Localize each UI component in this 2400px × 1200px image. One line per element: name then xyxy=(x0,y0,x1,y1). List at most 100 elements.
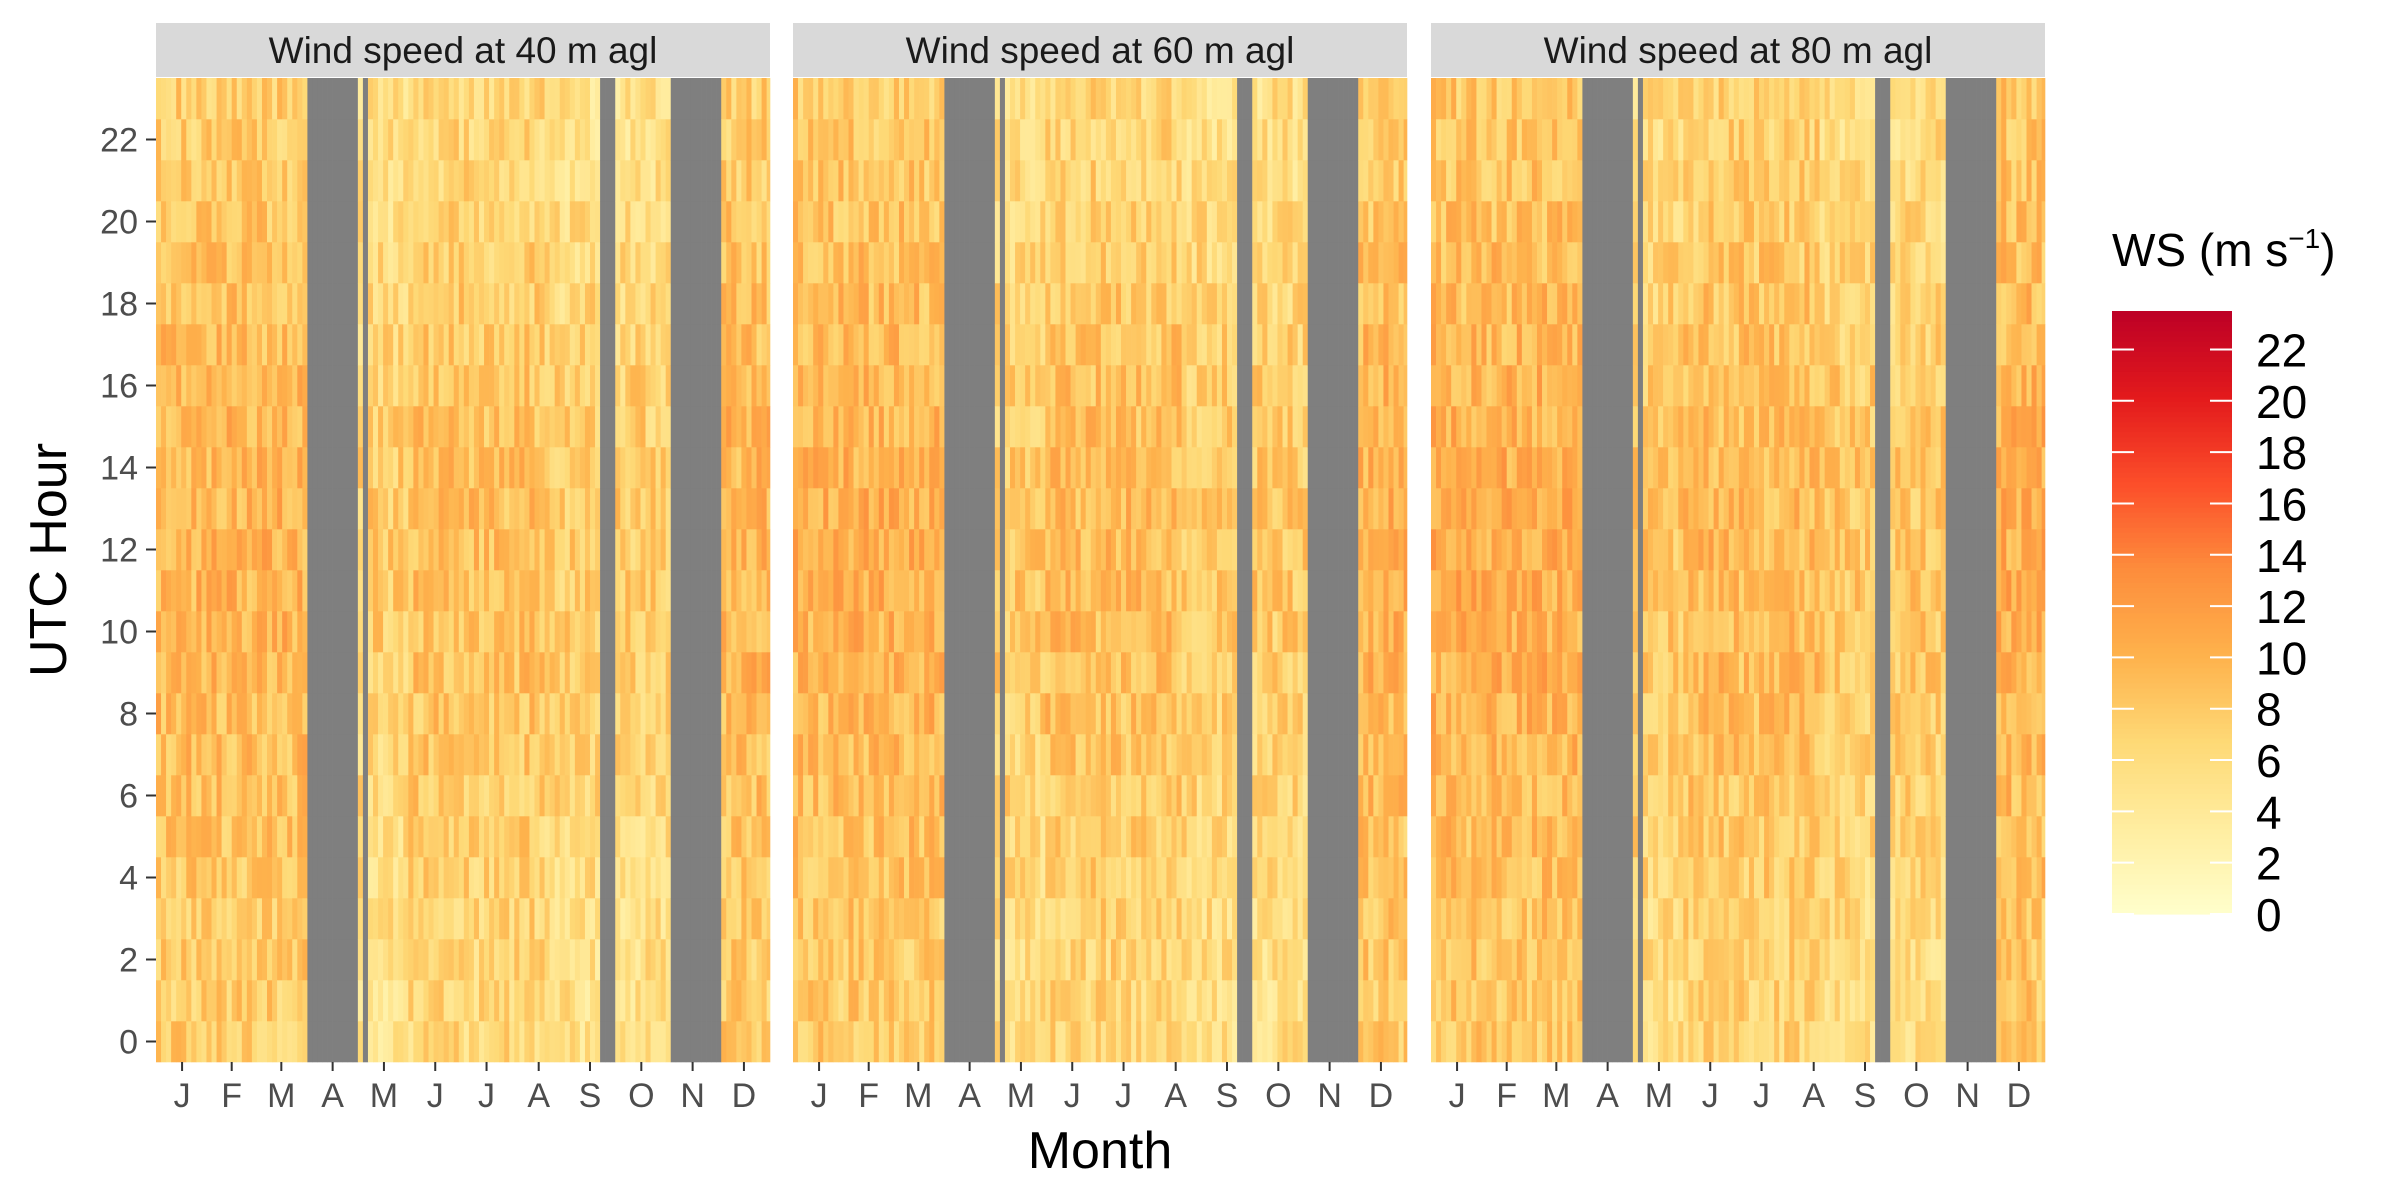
heatmap-cell xyxy=(818,119,824,161)
heatmap-cell xyxy=(373,775,379,817)
heatmap-cell xyxy=(574,857,581,899)
heatmap-cell xyxy=(221,1021,227,1063)
heatmap-cell xyxy=(818,529,824,571)
heatmap-cell xyxy=(1171,488,1177,530)
heatmap-cell xyxy=(272,201,278,243)
heatmap-cell xyxy=(282,693,288,735)
heatmap-cell xyxy=(853,160,859,202)
heatmap-cell xyxy=(1004,1021,1011,1063)
heatmap-cell xyxy=(858,160,864,202)
heatmap-cell xyxy=(645,488,651,530)
heatmap-cell xyxy=(216,570,222,612)
heatmap-cell xyxy=(327,816,333,858)
heatmap-cell xyxy=(650,201,656,243)
heatmap-cell xyxy=(746,119,752,161)
heatmap-cell xyxy=(736,283,742,325)
heatmap-cell xyxy=(615,939,621,981)
heatmap-cell xyxy=(736,324,742,366)
heatmap-cell xyxy=(761,283,767,325)
heatmap-cell xyxy=(413,1021,419,1063)
heatmap-cell xyxy=(1080,898,1086,940)
heatmap-cell xyxy=(388,365,394,407)
heatmap-cell xyxy=(297,816,303,858)
heatmap-cell xyxy=(1065,406,1071,448)
heatmap-cell xyxy=(793,78,799,120)
heatmap-cell xyxy=(858,365,864,407)
heatmap-cell xyxy=(534,816,540,858)
heatmap-cell xyxy=(1020,365,1026,407)
heatmap-cell xyxy=(620,980,626,1022)
heatmap-cell xyxy=(579,980,586,1022)
heatmap-cell xyxy=(473,980,480,1022)
heatmap-cell xyxy=(731,119,737,161)
heatmap-cell xyxy=(680,119,687,161)
heatmap-cell xyxy=(226,529,232,571)
heatmap-cell xyxy=(954,898,960,940)
heatmap-cell xyxy=(307,529,313,571)
heatmap-cell xyxy=(690,529,697,571)
heatmap-cell xyxy=(888,324,895,366)
heatmap-cell xyxy=(484,406,490,448)
heatmap-cell xyxy=(499,529,505,571)
heatmap-cell xyxy=(191,611,197,653)
heatmap-cell xyxy=(1201,1021,1208,1063)
heatmap-cell xyxy=(408,201,414,243)
heatmap-cell xyxy=(610,529,616,571)
heatmap-cell xyxy=(251,78,258,120)
heatmap-cell xyxy=(969,693,975,735)
heatmap-cell xyxy=(201,816,207,858)
heatmap-cell xyxy=(191,775,197,817)
heatmap-cell xyxy=(685,980,692,1022)
heatmap-cell xyxy=(984,160,991,202)
heatmap-cell xyxy=(690,775,697,817)
heatmap-cell xyxy=(605,939,611,981)
heatmap-cell xyxy=(690,1021,697,1063)
heatmap-cell xyxy=(818,775,824,817)
heatmap-cell xyxy=(559,775,566,817)
heatmap-cell xyxy=(974,324,981,366)
heatmap-cell xyxy=(463,406,470,448)
heatmap-cell xyxy=(939,1021,945,1063)
heatmap-cell xyxy=(944,652,950,694)
heatmap-cell xyxy=(1201,119,1208,161)
heatmap-cell xyxy=(944,816,950,858)
heatmap-cell xyxy=(559,447,566,489)
heatmap-cell xyxy=(478,160,485,202)
heatmap-cell xyxy=(919,488,925,530)
heatmap-cell xyxy=(1030,980,1036,1022)
heatmap-cell xyxy=(161,242,167,284)
heatmap-cell xyxy=(1035,406,1041,448)
heatmap-cell xyxy=(357,939,364,981)
heatmap-cell xyxy=(645,775,651,817)
heatmap-cell xyxy=(564,529,571,571)
heatmap-cell xyxy=(1004,242,1011,284)
heatmap-cell xyxy=(393,365,399,407)
heatmap-cell xyxy=(625,283,631,325)
heatmap-cell xyxy=(868,160,875,202)
heatmap-cell xyxy=(347,734,354,776)
heatmap-cell xyxy=(327,406,333,448)
heatmap-cell xyxy=(670,201,677,243)
heatmap-cell xyxy=(1110,324,1117,366)
heatmap-cell xyxy=(858,201,864,243)
heatmap-cell xyxy=(944,980,950,1022)
heatmap-cell xyxy=(670,488,677,530)
heatmap-cell xyxy=(761,570,767,612)
heatmap-cell xyxy=(1080,119,1086,161)
heatmap-cell xyxy=(675,283,682,325)
heatmap-cell xyxy=(489,119,495,161)
heatmap-cell xyxy=(798,160,804,202)
heatmap-cell xyxy=(944,1021,950,1063)
heatmap-cell xyxy=(1070,693,1076,735)
heatmap-cell xyxy=(514,488,520,530)
heatmap-cell xyxy=(883,242,890,284)
heatmap-cell xyxy=(660,775,667,817)
heatmap-cell xyxy=(934,406,940,448)
heatmap-cell xyxy=(904,201,910,243)
heatmap-cell xyxy=(1050,570,1056,612)
heatmap-cell xyxy=(1206,447,1213,489)
heatmap-cell xyxy=(944,775,950,817)
heatmap-cell xyxy=(898,1021,905,1063)
heatmap-cell xyxy=(569,652,576,694)
heatmap-cell xyxy=(317,283,323,325)
